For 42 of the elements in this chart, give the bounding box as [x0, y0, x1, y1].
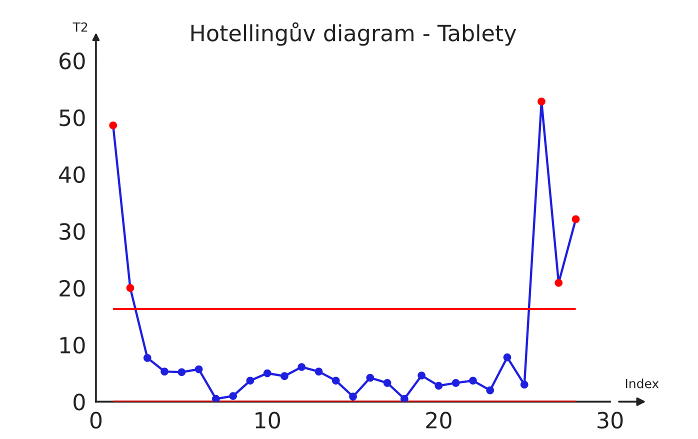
- point: [572, 215, 580, 224]
- point: [109, 121, 118, 130]
- point: [298, 363, 306, 371]
- x-axis-title: Index: [626, 378, 659, 388]
- point: [212, 394, 220, 402]
- y-axis-title: T2: [72, 22, 88, 32]
- point: [538, 98, 546, 106]
- y-tick-label: 10: [60, 336, 85, 354]
- point: [246, 376, 254, 385]
- point: [366, 374, 374, 382]
- point: [280, 372, 288, 380]
- point: [486, 386, 494, 394]
- x-tick-label: 20: [426, 412, 452, 429]
- point: [520, 380, 528, 389]
- point: [194, 365, 203, 374]
- x-tick-label: 0: [90, 412, 102, 429]
- y-tick-label: 30: [60, 223, 85, 240]
- chart-title: Hotellingův diagram - Tablety: [191, 22, 516, 46]
- point: [383, 378, 392, 387]
- point: [400, 394, 408, 402]
- point: [229, 392, 237, 400]
- point: [469, 376, 477, 385]
- point: [263, 369, 272, 378]
- y-tick-label: 50: [60, 109, 85, 126]
- point: [126, 284, 134, 292]
- y-tick-label: 0: [74, 394, 85, 410]
- y-tick-label: 20: [60, 280, 85, 297]
- point: [503, 353, 512, 362]
- x-tick-label: 10: [256, 412, 280, 429]
- point: [349, 392, 357, 400]
- point: [434, 382, 443, 390]
- point: [554, 278, 563, 287]
- y-tick-label: 60: [60, 52, 85, 70]
- point: [178, 368, 186, 376]
- x-tick-label: 30: [598, 412, 623, 429]
- point: [452, 378, 460, 387]
- point: [314, 368, 323, 376]
- point: [332, 376, 340, 385]
- point: [160, 368, 168, 376]
- point: [143, 354, 152, 362]
- y-tick-label: 40: [59, 166, 85, 184]
- point: [418, 372, 426, 380]
